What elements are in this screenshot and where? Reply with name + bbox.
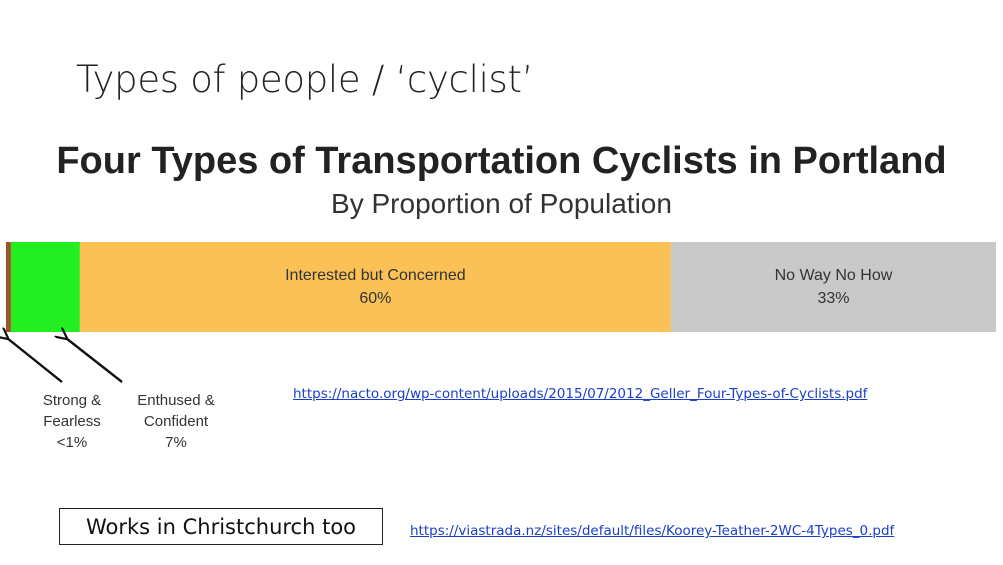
category-label-0: Strong & Fearless <1% — [43, 392, 101, 451]
bar-segment-3 — [670, 242, 996, 332]
bar-segment-1 — [10, 242, 80, 332]
chart-subtitle: By Proportion of Population — [331, 188, 672, 219]
viastrada-link[interactable]: https://viastrada.nz/sites/default/files… — [410, 523, 895, 539]
arrow-1 — [66, 338, 123, 383]
nacto-link[interactable]: https://nacto.org/wp-content/uploads/201… — [293, 386, 868, 402]
bar-label-2: Interested but Concerned 60% — [285, 267, 466, 307]
chart-title: Four Types of Transportation Cyclists in… — [56, 140, 947, 182]
bar-label-3: No Way No How 33% — [775, 267, 893, 307]
bar-segment-0 — [6, 242, 11, 332]
slide-title: Types of people / ‘cyclist’ — [76, 58, 534, 101]
christchurch-callout: Works in Christchurch too — [59, 508, 383, 545]
category-label-1: Enthused & Confident 7% — [137, 392, 215, 451]
bar-segment-2 — [79, 242, 671, 332]
arrow-0 — [7, 338, 63, 383]
stacked-bar-chart: Interested but Concerned 60% No Way No How… — [0, 242, 996, 451]
